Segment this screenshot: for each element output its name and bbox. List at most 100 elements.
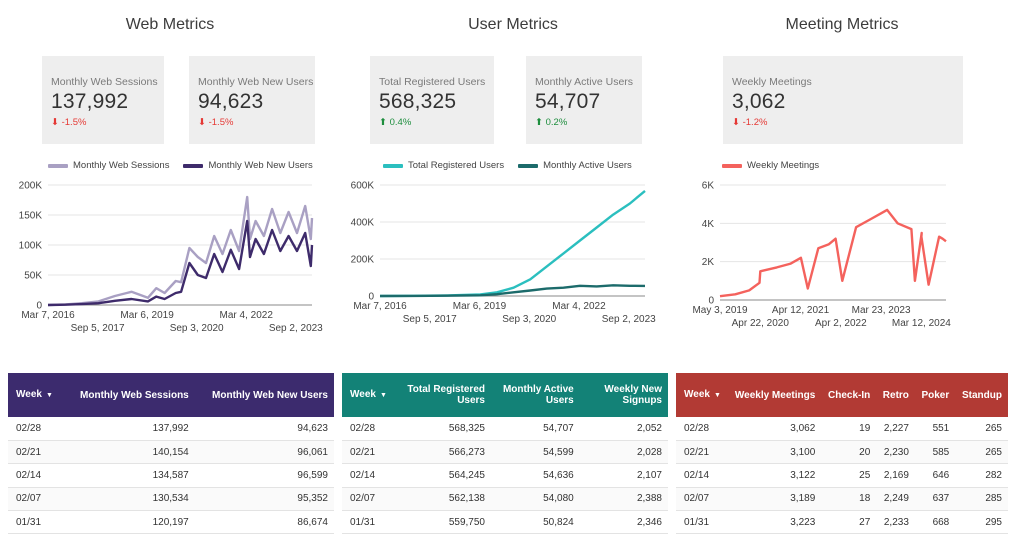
table-row: 02/21 3,100 20 2,230 585 265	[676, 440, 1008, 465]
x-tick-label: Mar 4, 2022	[552, 301, 606, 312]
table-cell: 585	[914, 440, 956, 465]
table-cell: 564,245	[392, 463, 491, 488]
x-tick-label: May 3, 2019	[692, 305, 747, 316]
sort-down-icon[interactable]: ▼	[379, 392, 387, 399]
table-cell: 02/21	[8, 440, 64, 465]
table-cell: 95,352	[194, 487, 334, 512]
table-cell: 265	[955, 417, 1008, 441]
arrow-down-icon: ⬇	[732, 117, 740, 128]
kpi-active-users[interactable]: Monthly Active Users 54,707 ⬆ 0.2%	[526, 56, 642, 144]
kpi-value: 54,707	[535, 90, 601, 113]
legend-item[interactable]: Monthly Web Sessions	[48, 160, 169, 171]
table-cell: 282	[955, 463, 1008, 488]
x-tick-label: Mar 4, 2022	[220, 310, 274, 321]
table-cell: 01/31	[8, 510, 64, 535]
table-cell: 02/28	[342, 417, 393, 441]
table-cell: 2,107	[579, 463, 668, 488]
table-cell: 96,061	[194, 440, 334, 465]
kpi-change: ⬇ -1.5%	[198, 117, 234, 128]
series-line	[47, 195, 314, 307]
legend-item[interactable]: Total Registered Users	[383, 160, 504, 171]
column-header[interactable]: Monthly Active Users	[491, 373, 580, 417]
column-header[interactable]: Weekly Meetings	[727, 373, 822, 417]
table-row: 02/14 134,587 96,599	[8, 463, 334, 488]
sort-down-icon[interactable]: ▼	[45, 392, 53, 399]
x-tick-label: Apr 22, 2020	[732, 318, 790, 329]
table-cell: 19	[821, 417, 877, 441]
arrow-down-icon: ⬇	[51, 117, 59, 128]
legend-item[interactable]: Monthly Web New Users	[183, 160, 313, 171]
y-tick-label: 2K	[702, 257, 715, 268]
table-cell: 140,154	[63, 440, 195, 465]
kpi-value: 568,325	[379, 90, 457, 113]
kpi-web-sessions[interactable]: Monthly Web Sessions 137,992 ⬇ -1.5%	[42, 56, 164, 144]
web-metrics-chart[interactable]: 0 50K 100K 150K 200K Mar 7, 2016 Sep 5, 2017 Ma…	[0, 175, 330, 345]
table-cell: 637	[914, 487, 956, 512]
table-cell: 559,750	[392, 510, 491, 535]
x-tick-label: Mar 6, 2019	[453, 301, 507, 312]
kpi-weekly-meetings[interactable]: Weekly Meetings 3,062 ⬇ -1.2%	[723, 56, 963, 144]
table-row: 01/31 559,750 50,824 2,346	[342, 510, 668, 535]
table-row: 01/31 120,197 86,674	[8, 510, 334, 535]
arrow-down-icon: ⬇	[198, 117, 206, 128]
column-header[interactable]: Poker	[914, 373, 956, 417]
table-cell: 02/14	[342, 463, 393, 488]
kpi-value: 137,992	[51, 90, 129, 113]
kpi-web-new-users[interactable]: Monthly Web New Users 94,623 ⬇ -1.5%	[189, 56, 315, 144]
legend-item[interactable]: Monthly Active Users	[518, 160, 632, 171]
kpi-label: Monthly Web Sessions	[51, 76, 158, 88]
series-line	[719, 208, 947, 298]
table-row: 02/14 3,122 25 2,169 646 282	[676, 463, 1008, 488]
column-header[interactable]: Total Registered Users	[392, 373, 491, 417]
table-row: 02/28 137,992 94,623	[8, 417, 334, 441]
table-cell: 94,623	[194, 417, 334, 441]
table-cell: 285	[955, 487, 1008, 512]
table-cell: 02/07	[8, 487, 64, 512]
y-tick-label: 200K	[351, 255, 375, 266]
table-cell: 265	[955, 440, 1008, 465]
arrow-up-icon: ⬆	[535, 117, 543, 128]
table-cell: 25	[821, 463, 877, 488]
table-row: 02/14 564,245 54,636 2,107	[342, 463, 668, 488]
kpi-value: 94,623	[198, 90, 264, 113]
table-cell: 2,233	[876, 510, 915, 535]
x-tick-label: Apr 2, 2022	[815, 318, 867, 329]
x-tick-label: Mar 7, 2016	[353, 301, 407, 312]
table-cell: 551	[914, 417, 956, 441]
table-cell: 2,388	[579, 487, 668, 512]
user-metrics-chart[interactable]: 0 200K 400K 600K Mar 7, 2016 Sep 5, 2017 Mar 6…	[340, 175, 660, 345]
y-tick-label: 400K	[351, 218, 375, 229]
table-row: 02/07 130,534 95,352	[8, 487, 334, 512]
kpi-label: Monthly Active Users	[535, 76, 634, 88]
y-tick-label: 200K	[19, 181, 43, 192]
sort-down-icon[interactable]: ▼	[713, 392, 721, 399]
column-header[interactable]: Monthly Web Sessions	[63, 373, 195, 417]
kpi-label: Weekly Meetings	[732, 76, 812, 88]
column-header-week[interactable]: Week ▼	[676, 373, 728, 417]
y-tick-label: 4K	[702, 219, 715, 230]
column-header[interactable]: Retro	[876, 373, 915, 417]
kpi-value: 3,062	[732, 90, 786, 113]
column-header[interactable]: Monthly Web New Users	[194, 373, 334, 417]
meeting-metrics-chart[interactable]: 0 2K 4K 6K May 3, 2019 Apr 22, 2020 Apr 12, 20…	[690, 175, 1020, 345]
table-cell: 54,080	[491, 487, 580, 512]
table-row: 02/21 566,273 54,599 2,028	[342, 440, 668, 465]
table-cell: 86,674	[194, 510, 334, 535]
kpi-registered-users[interactable]: Total Registered Users 568,325 ⬆ 0.4%	[370, 56, 494, 144]
table-cell: 646	[914, 463, 956, 488]
column-header-week[interactable]: Week ▼	[8, 373, 64, 417]
column-header-week[interactable]: Week ▼	[342, 373, 393, 417]
legend-item[interactable]: Weekly Meetings	[722, 160, 819, 171]
column-header[interactable]: Check-In	[821, 373, 877, 417]
table-cell: 2,227	[876, 417, 915, 441]
table-cell: 02/07	[676, 487, 728, 512]
legend-swatch	[183, 163, 204, 168]
column-header[interactable]: Weekly New Signups	[579, 373, 668, 417]
table-cell: 02/07	[342, 487, 393, 512]
x-tick-label: Mar 12, 2024	[892, 318, 951, 329]
kpi-change: ⬆ 0.2%	[535, 117, 568, 128]
table-cell: 50,824	[491, 510, 580, 535]
table-row: 02/07 3,189 18 2,249 637 285	[676, 487, 1008, 512]
kpi-change: ⬇ -1.5%	[51, 117, 87, 128]
column-header[interactable]: Standup	[955, 373, 1008, 417]
